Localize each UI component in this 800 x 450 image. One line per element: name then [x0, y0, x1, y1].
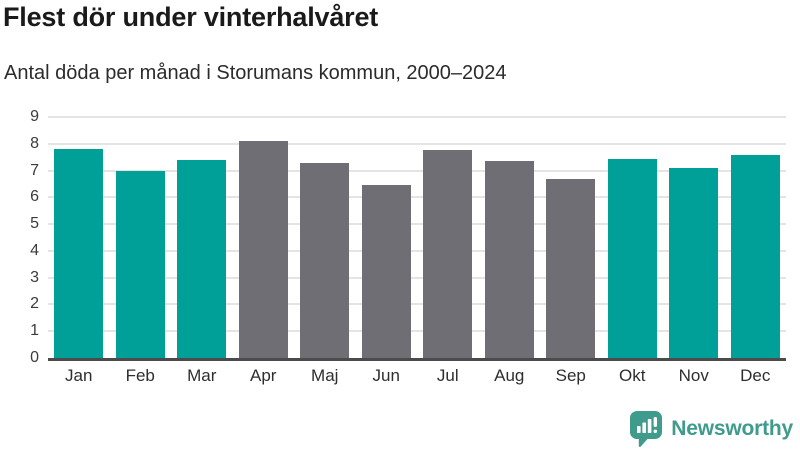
gridline-7	[48, 169, 786, 172]
logo-wordmark: Newsworthy	[671, 416, 793, 440]
gridline-5	[48, 223, 786, 226]
x-tick-label-sep: Sep	[555, 366, 586, 385]
x-tick-label-apr: Apr	[250, 366, 277, 385]
bar-slot-maj	[294, 117, 356, 358]
y-tick-label-4: 4	[30, 241, 39, 259]
x-tick-label-jan: Jan	[65, 366, 93, 385]
page-subtitle: Antal döda per månad i Storumans kommun,…	[4, 62, 507, 84]
bar-slot-jun	[356, 117, 418, 358]
gridline-4	[48, 249, 786, 252]
bar-slot-apr	[233, 117, 295, 358]
bar-slot-aug	[479, 117, 541, 358]
x-tick-label-dec: Dec	[740, 366, 771, 385]
y-tick-label-7: 7	[30, 161, 39, 179]
bar-jun	[361, 185, 411, 358]
y-tick-label-2: 2	[30, 295, 39, 313]
x-axis-labels: Jan Feb Mar Apr Maj Jun Jul Aug Sep Okt Nov Dec	[48, 366, 786, 386]
x-tick-label-mar: Mar	[187, 366, 217, 385]
bars-layer	[48, 117, 786, 358]
page-title: Flest dör under vinterhalvåret	[3, 2, 379, 32]
gridline-3	[48, 276, 786, 279]
y-tick-label-5: 5	[30, 215, 39, 233]
y-tick-label-9: 9	[30, 108, 39, 125]
bar-jul	[423, 150, 473, 358]
x-tick-label-okt: Okt	[619, 366, 646, 385]
bar-aug	[484, 161, 534, 358]
bar-slot-jul	[417, 117, 479, 358]
x-tick-label-nov: Nov	[678, 366, 709, 385]
y-tick-label-3: 3	[30, 268, 39, 286]
bar-slot-nov	[663, 117, 725, 358]
bar-slot-mar	[171, 117, 233, 358]
bar-apr	[238, 141, 288, 358]
x-tick-label-jul: Jul	[436, 366, 459, 385]
gridline-8	[48, 142, 786, 145]
newsworthy-logo: Newsworthy	[629, 410, 793, 447]
bar-dec	[730, 154, 780, 358]
x-tick-label-aug: Aug	[494, 366, 525, 385]
bar-slot-feb	[110, 117, 172, 358]
bar-slot-jan	[48, 117, 110, 358]
y-tick-label-8: 8	[30, 134, 39, 152]
x-tick-label-feb: Feb	[125, 366, 155, 385]
bar-sep	[546, 178, 596, 358]
bar-slot-okt	[602, 117, 664, 358]
bar-nov	[669, 167, 719, 358]
bar-jan	[54, 149, 104, 358]
gridline-6	[48, 196, 786, 199]
y-tick-label-0: 0	[30, 349, 39, 366]
x-tick-label-jun: Jun	[372, 366, 400, 385]
bar-okt	[607, 158, 657, 358]
bar-chart-speech-bubble-icon	[629, 410, 663, 447]
y-tick-label-1: 1	[30, 322, 39, 340]
gridline-2	[48, 303, 786, 306]
bar-slot-dec	[725, 117, 787, 358]
y-tick-label-6: 6	[30, 188, 39, 206]
bar-slot-sep	[540, 117, 602, 358]
bar-mar	[177, 159, 227, 358]
bar-feb	[115, 170, 165, 358]
bar-maj	[300, 162, 350, 358]
gridline-1	[48, 330, 786, 333]
x-tick-label-maj: Maj	[311, 366, 339, 385]
gridline-9	[48, 116, 786, 118]
bar-chart-plot-area: 0 1 2 3 4 5 6 7 8 9	[30, 109, 786, 366]
